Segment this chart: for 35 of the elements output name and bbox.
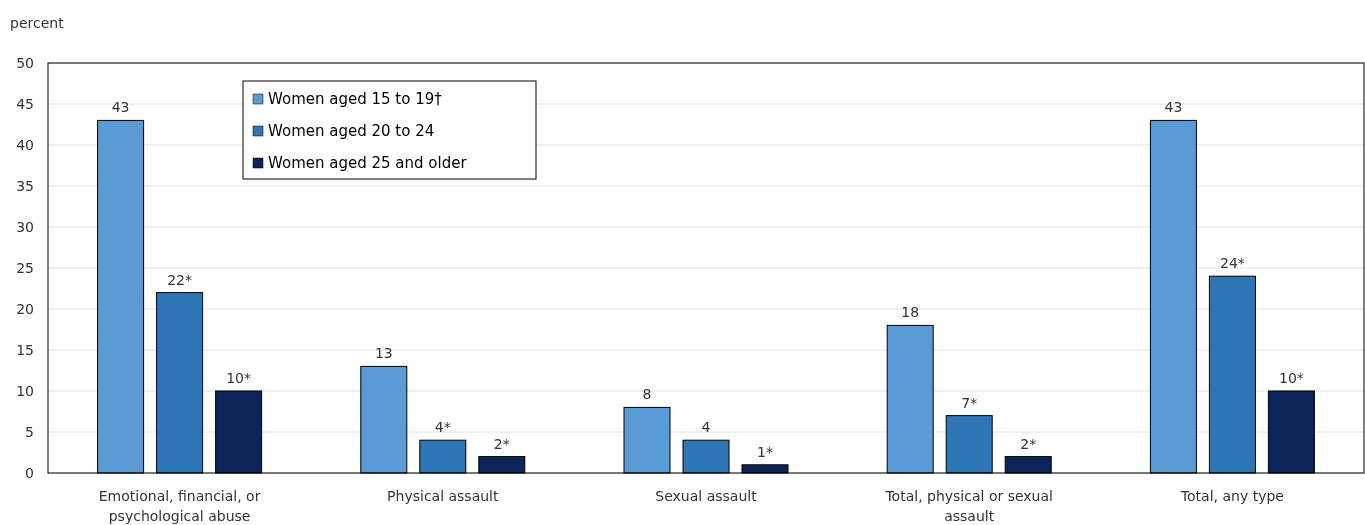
- data-label: 43: [1164, 99, 1183, 116]
- data-label: 24*: [1219, 255, 1245, 272]
- y-tick-label: 50: [16, 54, 34, 71]
- data-label: 4: [701, 419, 711, 436]
- x-tick-label: Total, physical or sexual assault: [884, 488, 1053, 524]
- x-tick-label: Sexual assault: [655, 488, 758, 504]
- data-label: 10*: [1278, 370, 1304, 386]
- y-tick-label: 45: [16, 95, 34, 112]
- y-tick-label: 5: [25, 423, 34, 440]
- data-label: 18: [901, 304, 920, 321]
- y-tick-label: 15: [16, 341, 34, 358]
- data-label: 1*: [757, 443, 773, 460]
- data-label: 10*: [226, 370, 252, 386]
- legend-label: Women aged 25 and older: [268, 154, 468, 173]
- y-axis-title: percent: [10, 15, 65, 31]
- y-tick-label: 20: [16, 300, 34, 317]
- data-label: 2*: [493, 435, 510, 452]
- y-tick-label: 10: [16, 382, 34, 399]
- data-label: 4*: [434, 419, 451, 436]
- y-tick-label: 30: [16, 218, 34, 235]
- data-label: 13: [374, 345, 393, 362]
- y-tick-label: 25: [16, 259, 34, 276]
- data-label: 43: [111, 99, 130, 116]
- legend-label: Women aged 20 to 24: [268, 122, 435, 141]
- legend-label: Women aged 15 to 19†: [268, 90, 443, 109]
- y-tick-label: 40: [16, 136, 34, 153]
- y-tick-label: 35: [16, 177, 34, 194]
- data-label: 7*: [961, 394, 978, 411]
- data-label: 2*: [1020, 435, 1037, 452]
- x-tick-label: Total, any type: [1179, 488, 1284, 504]
- data-label: 8: [642, 386, 652, 403]
- x-tick-label: Emotional, financial, or psychological abuse: [98, 488, 261, 524]
- data-label: 22*: [167, 271, 193, 288]
- y-tick-label: 0: [25, 464, 34, 481]
- x-tick-label: Physical assault: [387, 488, 500, 504]
